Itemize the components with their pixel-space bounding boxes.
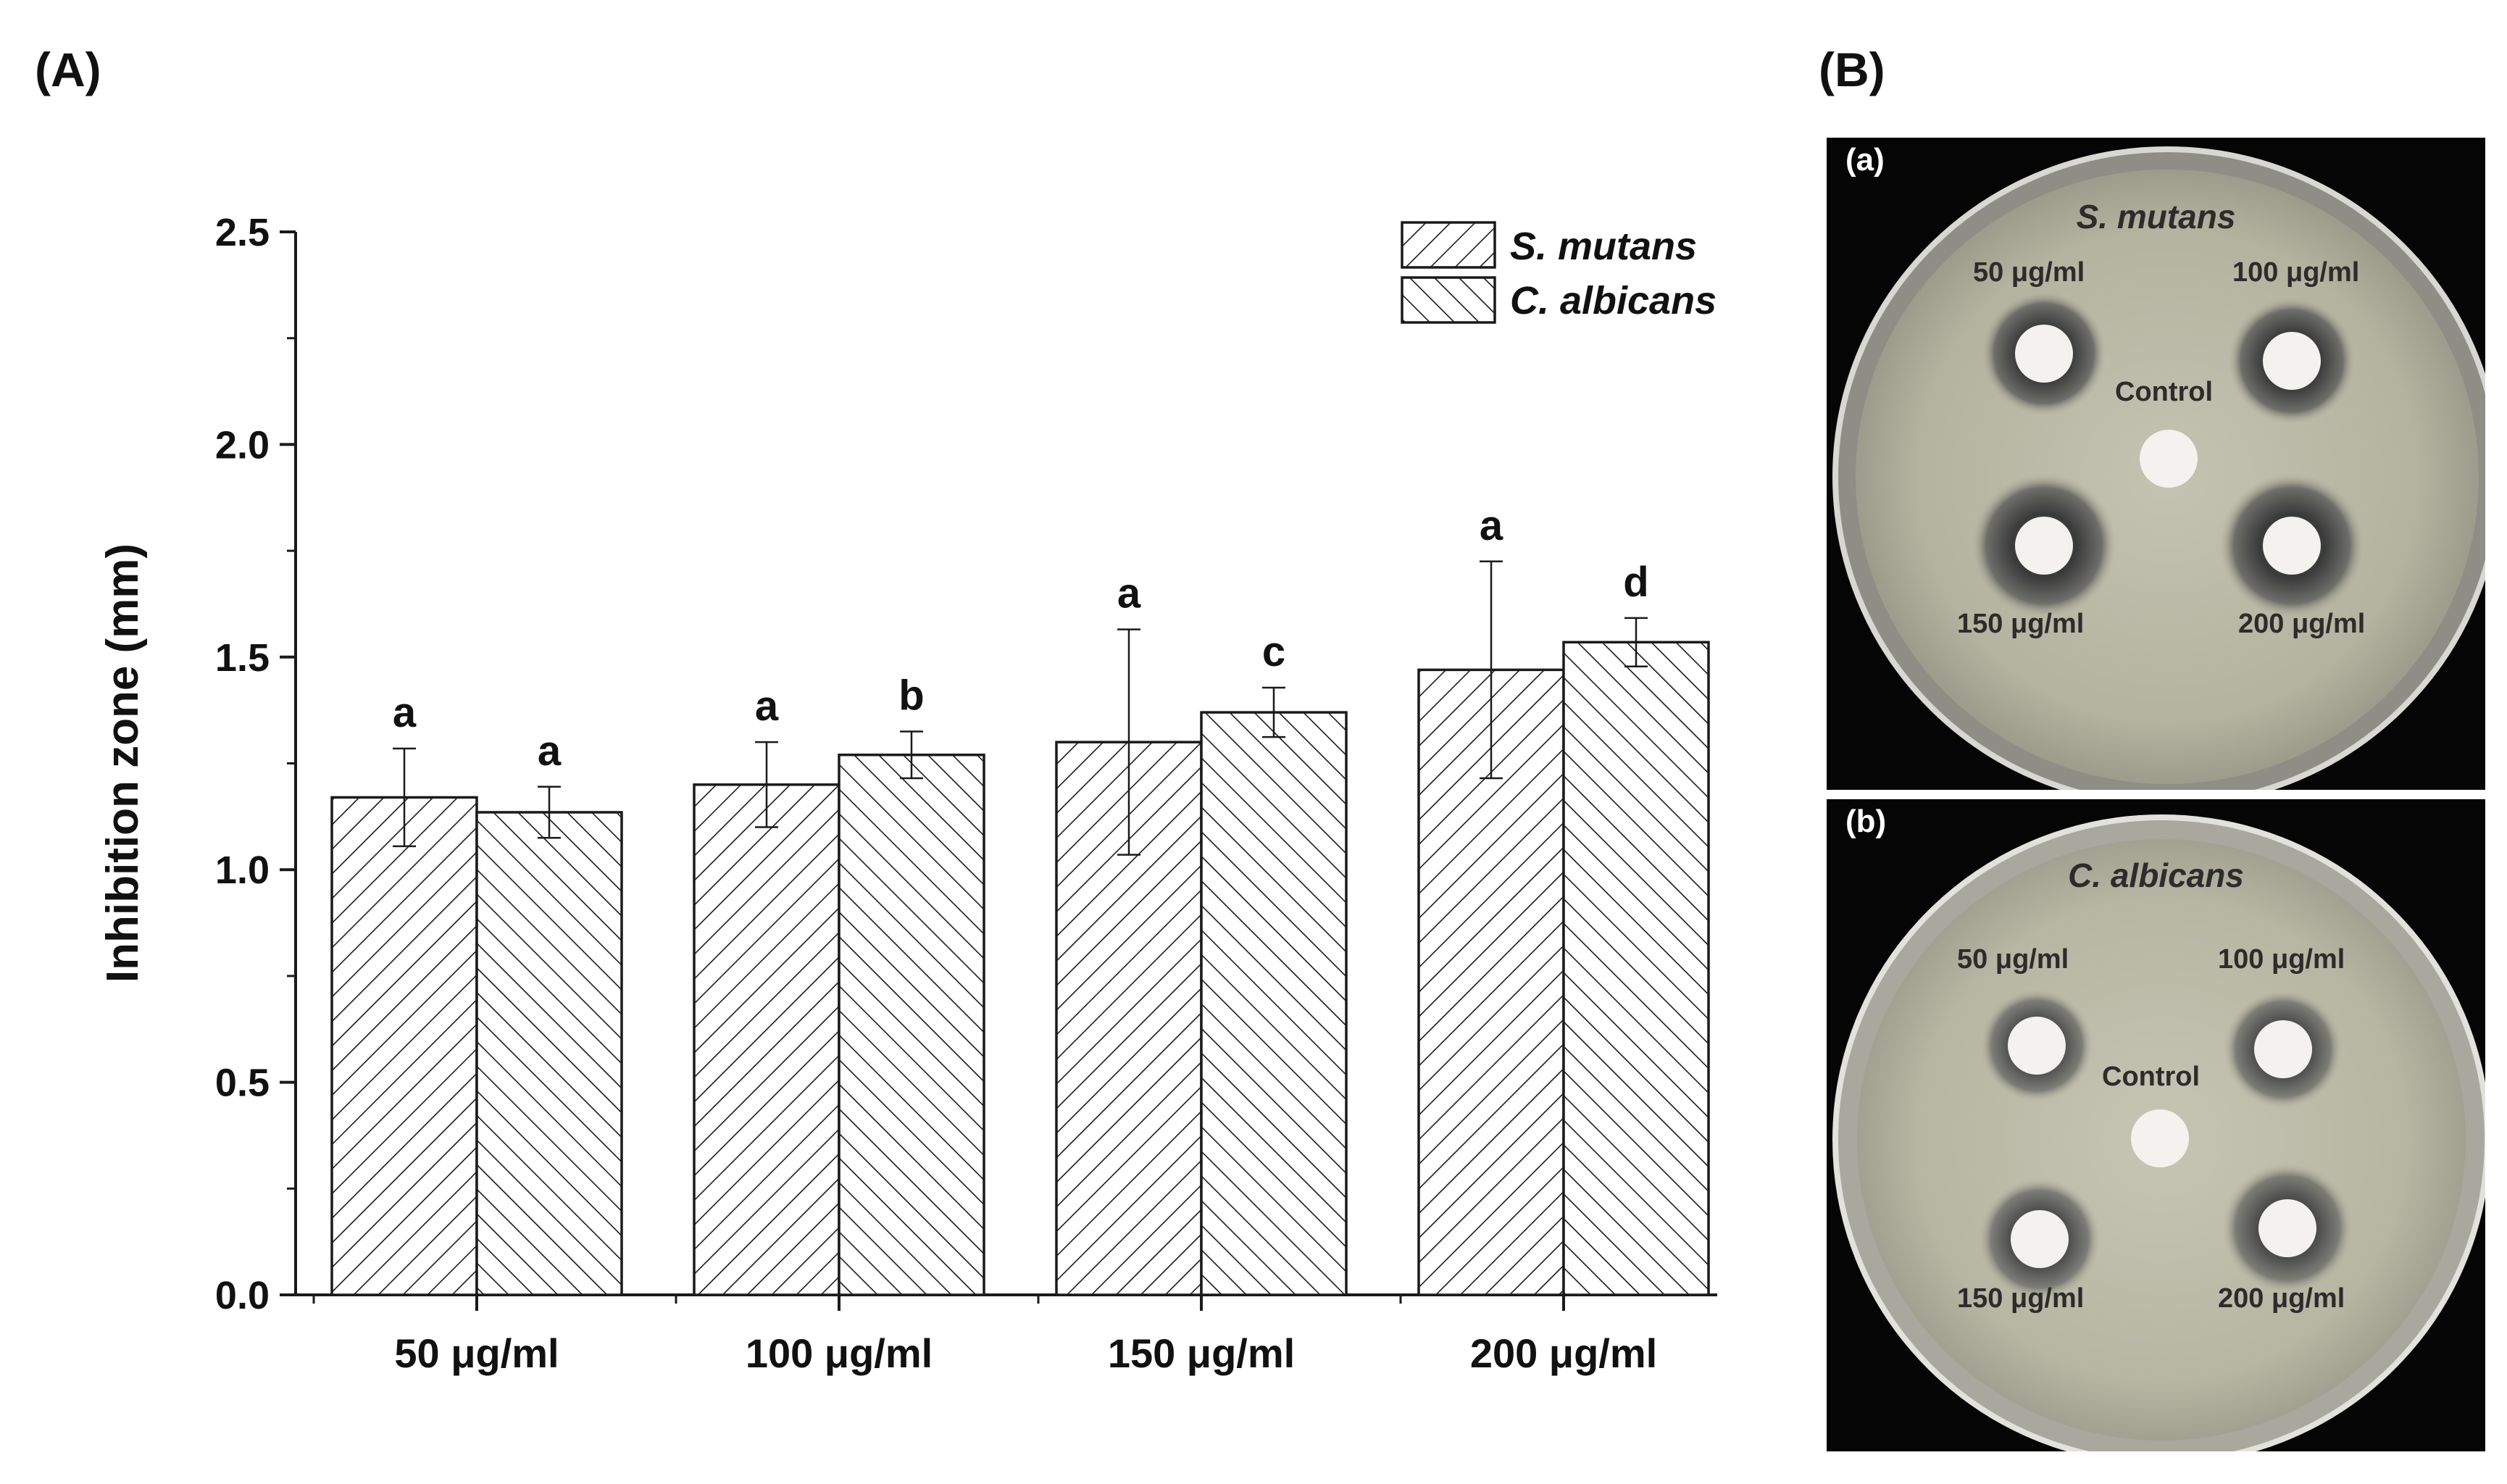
plate-a-organism: S. mutans bbox=[2076, 198, 2236, 235]
significance-letter: c bbox=[1262, 628, 1285, 675]
plate-b-image bbox=[1832, 814, 2485, 1451]
legend-swatch-s-mutans bbox=[1401, 221, 1496, 269]
plate-a-label-50: 50 μg/ml bbox=[1973, 257, 2085, 288]
agar-plate-b: (b) C. albicans 50 μg/ml 100 μg/ml Contr… bbox=[1827, 799, 2485, 1451]
bar-s-mutans-1 bbox=[693, 783, 840, 1296]
legend-swatch-c-albicans bbox=[1401, 276, 1496, 324]
panel-b-label: (B) bbox=[1819, 43, 1885, 96]
bar-c-albicans-3 bbox=[1562, 641, 1710, 1296]
y-tick-label: 2.0 bbox=[215, 423, 270, 467]
plate-a-disc-200 bbox=[2263, 517, 2321, 575]
plate-a-disc-150 bbox=[2015, 517, 2073, 575]
y-tick-label: 2.5 bbox=[215, 211, 270, 254]
significance-letter: a bbox=[538, 728, 562, 775]
significance-letter: b bbox=[898, 672, 924, 719]
plate-b-label-200: 200 μg/ml bbox=[2218, 1283, 2345, 1314]
plate-b-label-control: Control bbox=[2102, 1062, 2201, 1092]
significance-letter: a bbox=[1480, 502, 1503, 549]
x-tick-label: 150 μg/ml bbox=[1108, 1330, 1295, 1376]
plate-b-disc-150 bbox=[2011, 1210, 2069, 1268]
significance-letter: a bbox=[1117, 570, 1141, 617]
plate-b-label-150: 150 μg/ml bbox=[1957, 1283, 2085, 1314]
legend-label-c-albicans: C. albicans bbox=[1510, 279, 1716, 322]
x-tick-label: 50 μg/ml bbox=[394, 1330, 559, 1376]
plate-b-disc-200 bbox=[2258, 1199, 2316, 1257]
significance-letter: a bbox=[755, 683, 779, 730]
agar-plate-a: (a) S. mutans 50 μg/ml 100 μg/ml Control… bbox=[1827, 138, 2485, 790]
plate-b-sublabel: (b) bbox=[1845, 804, 1887, 839]
panel-a-label: (A) bbox=[35, 43, 101, 96]
y-tick-label: 1.5 bbox=[215, 636, 270, 680]
legend-label-s-mutans: S. mutans bbox=[1510, 225, 1697, 268]
plate-a-label-200: 200 μg/ml bbox=[2238, 609, 2366, 639]
plate-a-image bbox=[1832, 146, 2485, 790]
plate-a-disc-50 bbox=[2015, 325, 2073, 383]
bar-chart: 0.0 0.5 1.0 1.5 2.0 2.5 a a a b a c a d 50 μg/ml 100 … bbox=[98, 211, 1717, 1376]
plate-a-disc-100 bbox=[2263, 332, 2321, 390]
y-tick-label: 1.0 bbox=[215, 849, 270, 892]
bar-s-mutans-0 bbox=[330, 796, 478, 1296]
significance-letter: d bbox=[1623, 559, 1648, 606]
y-tick-label: 0.0 bbox=[215, 1274, 270, 1317]
chart-legend: S. mutans C. albicans bbox=[1401, 221, 1716, 324]
y-tick-label: 0.5 bbox=[215, 1062, 270, 1105]
plate-b-disc-100 bbox=[2254, 1020, 2312, 1078]
plate-a-disc-control bbox=[2140, 430, 2198, 488]
bar-c-albicans-0 bbox=[475, 811, 623, 1296]
plate-a-sublabel: (a) bbox=[1845, 142, 1885, 178]
bar-c-albicans-2 bbox=[1200, 711, 1348, 1296]
plate-b-label-50: 50 μg/ml bbox=[1957, 944, 2069, 975]
plate-b-label-100: 100 μg/ml bbox=[2218, 944, 2345, 975]
x-tick-label: 200 μg/ml bbox=[1470, 1330, 1657, 1376]
plate-a-label-100: 100 μg/ml bbox=[2232, 257, 2360, 288]
plate-b-organism: C. albicans bbox=[2068, 856, 2244, 894]
x-tick-label: 100 μg/ml bbox=[746, 1330, 933, 1376]
significance-letter: a bbox=[393, 689, 417, 736]
y-axis-label: Inhibition zone (mm) bbox=[98, 543, 148, 983]
plate-a-label-150: 150 μg/ml bbox=[1957, 609, 2085, 639]
plate-b-disc-50 bbox=[2008, 1017, 2066, 1075]
plate-b-disc-control bbox=[2131, 1109, 2189, 1167]
plate-a-label-control: Control bbox=[2115, 377, 2214, 407]
bar-c-albicans-1 bbox=[838, 754, 985, 1296]
